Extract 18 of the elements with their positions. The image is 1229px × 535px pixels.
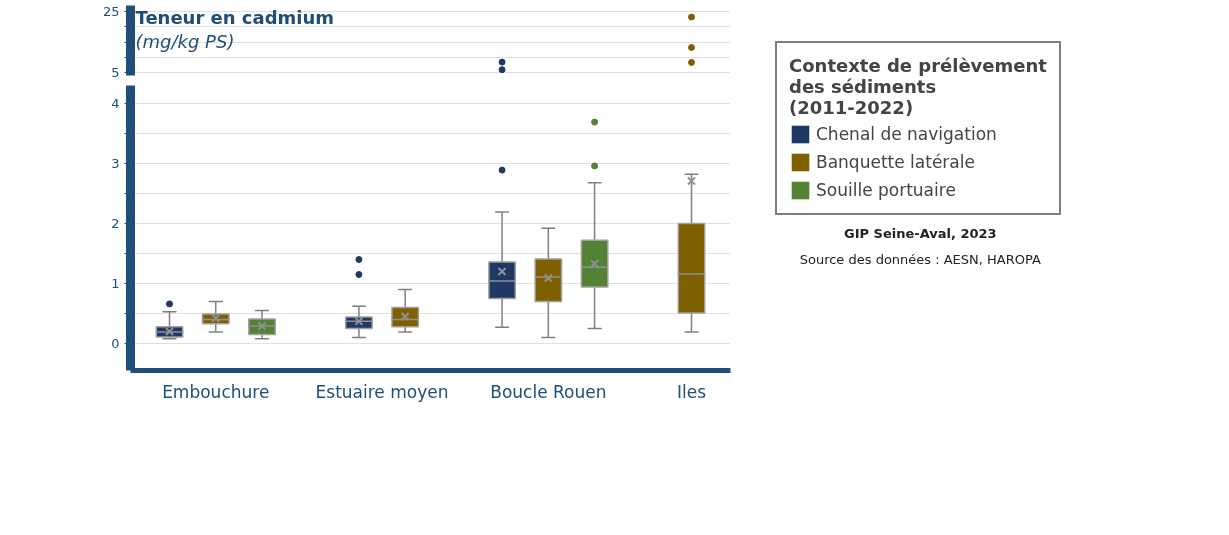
y-tick-label: 2 xyxy=(111,216,120,231)
x-tick-label: Embouchure xyxy=(162,381,270,402)
y-tick-label: 0 xyxy=(111,336,120,351)
y-tick-label: 1 xyxy=(111,276,120,291)
text: GIP Seine-Aval, 2023 xyxy=(843,225,997,241)
x-tick-label: Boucle Rouen xyxy=(490,381,607,402)
y-axis-title: Teneur en cadmium (mg/kg PS) xyxy=(135,6,335,52)
x-tick-label: Iles xyxy=(676,381,707,402)
y-tick-label: 5 xyxy=(111,64,120,80)
x-tick-label: Estuaire moyen xyxy=(315,381,449,402)
legend-label: Banquette latérale xyxy=(816,152,975,172)
legend-title: Contexte de prélèvement des sédiments (2011-2022) xyxy=(789,55,1047,118)
y-tick-label: 4 xyxy=(111,96,120,111)
y-tick-label: 3 xyxy=(111,156,120,171)
legend-label: Souille portuaire xyxy=(816,180,956,200)
legend-label: Chenal de navigation xyxy=(816,124,997,144)
source-note: Source des données : AESN, HAROPA xyxy=(799,251,1042,267)
y-tick-label: 25 xyxy=(102,4,120,20)
